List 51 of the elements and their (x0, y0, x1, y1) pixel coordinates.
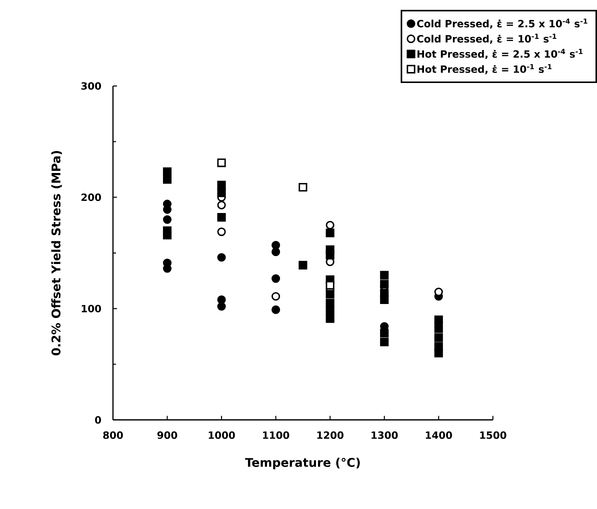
point (434, 333, 443, 342)
point (217, 213, 226, 222)
point (434, 324, 443, 333)
point (326, 280, 334, 290)
legend-label: Hot Pressed, ε̇ = 2.5 x 10$^{-4}$ s$^{-1}$ (418, 48, 583, 60)
point (217, 253, 226, 262)
x-tick-label: 1100 (263, 431, 290, 439)
point (326, 228, 334, 238)
point (326, 290, 334, 298)
x-axis-title: Temperature (°C) (245, 458, 360, 470)
x-tick-label: 800 (103, 431, 123, 439)
point (217, 180, 226, 190)
y-tick-label: 100 (82, 304, 102, 312)
point (298, 260, 308, 270)
point (217, 200, 226, 210)
point (272, 248, 280, 256)
point (217, 302, 226, 311)
point (298, 183, 308, 192)
point (434, 348, 443, 358)
point (326, 306, 334, 316)
x-tick-label: 900 (157, 431, 178, 439)
point (217, 158, 226, 168)
x-tick-label: 1300 (372, 431, 398, 439)
point (380, 338, 389, 346)
point (217, 188, 226, 198)
x-tick-label: 1500 (480, 431, 506, 439)
point (326, 250, 334, 260)
point (380, 270, 389, 280)
x-tick-label: 1000 (208, 431, 235, 439)
point (272, 292, 280, 301)
point (272, 274, 280, 283)
x-tick-label: 1200 (317, 431, 344, 439)
legend-label: Cold Pressed, ε̇ = 2.5 x 10$^{-4}$ s$^{-1}$ (417, 18, 588, 29)
y-tick-label: 200 (81, 194, 102, 202)
point (380, 328, 389, 338)
point (326, 220, 334, 230)
legend-label: Cold Pressed, ε̇ = 10$^{-1}$ s$^{-1}$ (417, 34, 556, 44)
legend-label: Hot Pressed, ε̇ = 10$^{-1}$ s$^{-1}$ (418, 64, 552, 74)
point (162, 175, 172, 184)
point (217, 228, 226, 236)
y-tick-label: 300 (81, 82, 102, 90)
point (326, 314, 334, 323)
y-tick-label: 0 (95, 416, 102, 424)
y-axis-title: 0.2% Offset Yield Stress (MPa) (51, 151, 62, 356)
point (162, 215, 172, 224)
point (380, 295, 389, 304)
point (272, 240, 280, 250)
point (272, 305, 280, 314)
point (434, 315, 443, 324)
x-tick-label: 1400 (426, 431, 452, 439)
point (162, 230, 172, 240)
